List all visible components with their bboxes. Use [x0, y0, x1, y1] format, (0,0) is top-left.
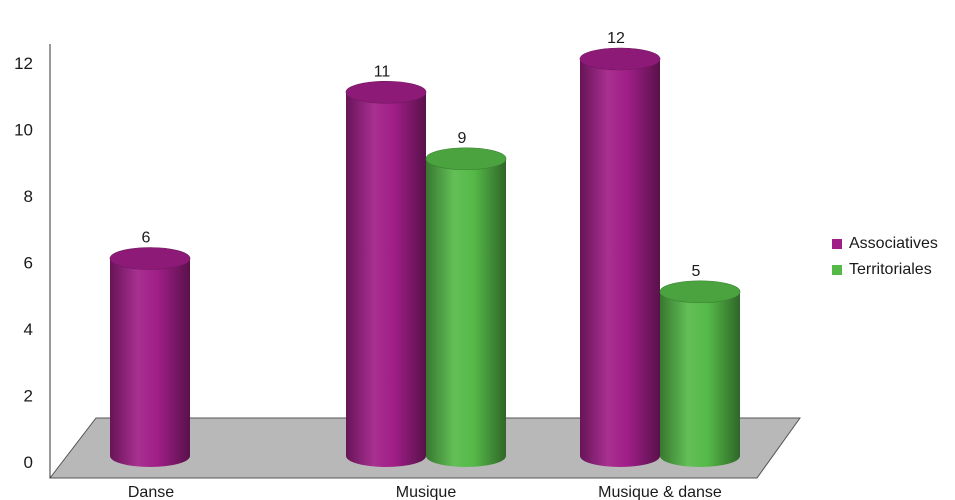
legend-label-associatives: Associatives	[849, 235, 938, 252]
y-tick-label: 10	[14, 121, 33, 140]
bar-body	[346, 92, 426, 467]
bar-top	[109, 247, 191, 270]
data-label: 9	[458, 130, 467, 147]
legend-label-territoriales: Territoriales	[849, 261, 932, 278]
bar-body	[580, 59, 660, 467]
bar-top	[345, 80, 427, 104]
bar	[345, 80, 427, 467]
legend: Associatives Territoriales	[832, 231, 938, 283]
x-tick-label: Musique	[396, 484, 457, 500]
data-label: 11	[374, 63, 391, 80]
data-label: 5	[692, 263, 701, 280]
y-tick-label: 2	[24, 387, 33, 406]
y-tick-label: 12	[14, 54, 33, 73]
data-label: 6	[142, 230, 151, 247]
legend-swatch-territoriales	[832, 265, 842, 275]
x-tick-label: Danse	[128, 484, 174, 500]
y-tick-label: 4	[24, 320, 33, 339]
y-tick-label: 0	[24, 453, 33, 472]
bar-top	[659, 280, 741, 304]
bar	[425, 147, 507, 467]
data-label: 12	[607, 30, 625, 47]
bar-body	[110, 258, 190, 467]
bar-top	[579, 47, 661, 71]
y-tick-label: 6	[24, 254, 33, 273]
legend-item-associatives: Associatives	[832, 231, 938, 257]
bar	[109, 247, 191, 467]
bar	[659, 280, 741, 467]
legend-swatch-associatives	[832, 239, 842, 249]
bar-body	[426, 158, 506, 467]
bar-body	[660, 291, 740, 467]
bar	[579, 47, 661, 467]
y-tick-label: 8	[24, 187, 33, 206]
legend-item-territoriales: Territoriales	[832, 257, 938, 283]
x-tick-label: Musique & danse	[598, 484, 722, 500]
bar-top	[425, 147, 507, 171]
